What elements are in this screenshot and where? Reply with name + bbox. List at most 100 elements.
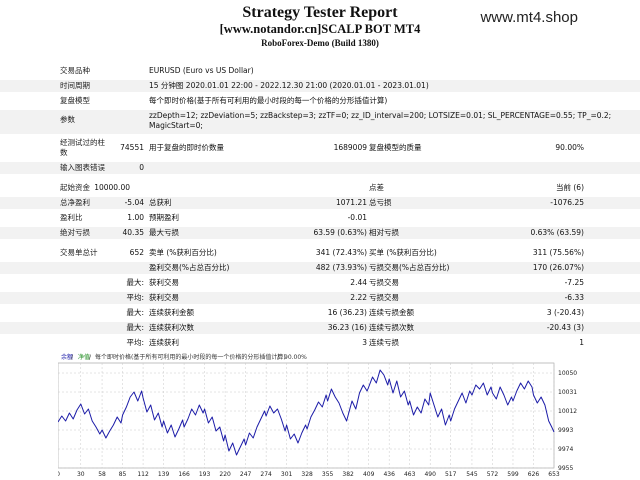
- x-tick-label: 436: [383, 471, 395, 478]
- x-tick-label: 112: [137, 471, 149, 478]
- avg-cons-wins-label: 连续获利: [149, 338, 179, 347]
- x-tick-label: 626: [528, 471, 540, 478]
- x-tick-label: 599: [507, 471, 519, 478]
- params-value-line2: MagicStart=0;: [149, 121, 203, 130]
- row-cons-profit: 最大: 连续获利次数 36.23 (16) 连续亏损次数 -20.43 (3): [0, 322, 640, 334]
- abs-dd-value: 40.35: [122, 228, 144, 237]
- mismatch-label: 输入图表错误: [60, 163, 105, 172]
- avg-label-2: 平均:: [126, 338, 144, 347]
- payoff-value: -0.01: [347, 213, 367, 222]
- avg-loss-value: -6.33: [564, 293, 584, 302]
- x-tick-label: 409: [363, 471, 375, 478]
- cons-profit-value: 36.23 (16): [327, 323, 367, 332]
- payoff-label: 预期盈利: [149, 213, 179, 222]
- cons-wins-value: 16 (36.23): [327, 308, 367, 317]
- report-title: Strategy Tester Report: [242, 4, 398, 21]
- x-tick-label: 193: [199, 471, 211, 478]
- largest-loss-value: -7.25: [564, 278, 584, 287]
- period-label: 时间周期: [60, 81, 90, 90]
- model-label: 复盘模型: [60, 96, 90, 105]
- avg-cons-losses-label: 连续亏损: [369, 338, 399, 347]
- bars-label: 经测试过的柱: [60, 138, 105, 147]
- abs-dd-label: 绝对亏损: [60, 228, 90, 237]
- rel-dd-value: 0.63% (63.59): [530, 228, 584, 237]
- legend-balance: 余额: [61, 354, 74, 361]
- net-value: -5.04: [124, 198, 144, 207]
- x-tick-label: 274: [260, 471, 272, 478]
- loss-trades-value: 170 (26.07%): [532, 263, 584, 272]
- rel-dd-label: 相对亏损: [369, 228, 399, 237]
- spread-value: 当前 (6): [555, 183, 584, 192]
- model-value: 每个即时价格(基于所有可利用的最小时段的每一个价格的分形插值计算): [149, 96, 388, 105]
- short-value: 341 (72.43%): [315, 248, 367, 257]
- gross-loss-label: 总亏损: [369, 198, 392, 207]
- largest-label: 最大:: [126, 278, 144, 287]
- x-tick-label: 490: [424, 471, 436, 478]
- symbol-value: EURUSD (Euro vs US Dollar): [149, 66, 254, 75]
- x-tick-label: 653: [548, 471, 560, 478]
- watermark: www.mt4.shop: [480, 9, 578, 26]
- cons-profit-label: 连续获利次数: [149, 323, 194, 332]
- largest-loss-label: 亏损交易: [369, 278, 399, 287]
- ticks-label: 用于复盘的即时价数量: [149, 143, 224, 152]
- gross-profit-value: 1071.21: [335, 198, 367, 207]
- x-tick-label: 301: [281, 471, 293, 478]
- cons-loss-label: 连续亏损次数: [369, 323, 414, 332]
- row-trades: 交易单总计 652 卖单 (%获利百分比) 341 (72.43%) 买单 (%…: [0, 247, 640, 259]
- max-label-2: 最大:: [126, 323, 144, 332]
- max-dd-label: 最大亏损: [149, 228, 179, 237]
- x-tick-label: 355: [322, 471, 334, 478]
- chart-legend: 余额 / 净值 / 每个即时价格(基于所有可利用的最小时段的每一个价格的分形插值…: [61, 354, 307, 361]
- cons-loss-value: -20.43 (3): [546, 323, 584, 332]
- pf-label: 盈利比: [60, 213, 83, 222]
- row-drawdown: 绝对亏损 40.35 最大亏损 63.59 (0.63%) 相对亏损 0.63%…: [0, 227, 640, 239]
- report-header: Strategy Tester Report [www.notandor.cn]…: [0, 4, 640, 49]
- x-tick-label: 58: [98, 471, 106, 478]
- row-symbol: 交易品种 EURUSD (Euro vs US Dollar): [0, 65, 640, 77]
- gross-loss-value: -1076.25: [550, 198, 584, 207]
- largest-profit-label: 获利交易: [149, 278, 179, 287]
- period-value: 15 分钟图 2020.01.01 22:00 - 2022.12.30 21:…: [149, 81, 429, 90]
- legend-equity: 净值: [78, 354, 91, 361]
- plot-area: [58, 362, 555, 469]
- x-tick-label: 85: [119, 471, 127, 478]
- x-tick-label: 30: [77, 471, 85, 478]
- long-value: 311 (75.56%): [532, 248, 584, 257]
- total-trades-value: 652: [129, 248, 144, 257]
- report-server: RoboForex-Demo (Build 1380): [261, 38, 379, 48]
- x-tick-label: 463: [404, 471, 416, 478]
- short-label: 卖单 (%获利百分比): [149, 248, 217, 257]
- row-bars: 经测试过的柱 数 74551 用于复盘的即时价数量 1689009 复盘模型的质…: [0, 137, 640, 159]
- cons-losses-value: 3 (-20.43): [546, 308, 584, 317]
- row-params: 参数 zzDepth=12; zzDeviation=5; zzBackstep…: [0, 110, 640, 134]
- symbol-label: 交易品种: [60, 66, 90, 75]
- params-label: 参数: [60, 115, 75, 124]
- row-avg-cons: 平均: 连续获利 3 连续亏损 1: [0, 337, 640, 349]
- profit-trades-label: 盈利交易(%占总百分比): [149, 263, 230, 272]
- max-label-1: 最大:: [126, 308, 144, 317]
- avg-loss-label: 亏损交易: [369, 293, 399, 302]
- x-tick-label: 382: [342, 471, 354, 478]
- deposit-value: 10000.00: [94, 183, 130, 192]
- balance-chart: 0 30 58 85 112 139 166 193 220 247 274 301 328 355 382…: [58, 352, 580, 478]
- y-tick-label: 10031: [558, 389, 577, 396]
- x-tick-label: 247: [240, 471, 252, 478]
- legend-quality: 90.00%: [284, 354, 307, 361]
- bars-value: 74551: [120, 143, 144, 152]
- x-tick-label: 517: [445, 471, 457, 478]
- max-dd-value: 63.59 (0.63%): [313, 228, 367, 237]
- balance-chart-svg: 0 30 58 85 112 139 166 193 220 247 274 301 328 355 382…: [58, 362, 577, 478]
- cons-wins-label: 连续获利金额: [149, 308, 194, 317]
- y-tick-label: 10012: [558, 408, 577, 415]
- long-label: 买单 (%获利百分比): [369, 248, 437, 257]
- quality-label: 复盘模型的质量: [369, 143, 422, 152]
- average-label: 平均:: [126, 293, 144, 302]
- avg-profit-value: 2.22: [350, 293, 367, 302]
- row-mismatch: 输入图表错误 0: [0, 162, 640, 174]
- mismatch-value: 0: [139, 163, 144, 172]
- legend-model: 每个即时价格(基于所有可利用的最小时段的每一个价格的分形插值计算): [95, 354, 286, 361]
- gross-profit-label: 总获利: [149, 198, 172, 207]
- y-tick-label: 9993: [558, 427, 573, 434]
- row-pf: 盈利比 1.00 预期盈利 -0.01: [0, 212, 640, 224]
- x-tick-label: 166: [178, 471, 190, 478]
